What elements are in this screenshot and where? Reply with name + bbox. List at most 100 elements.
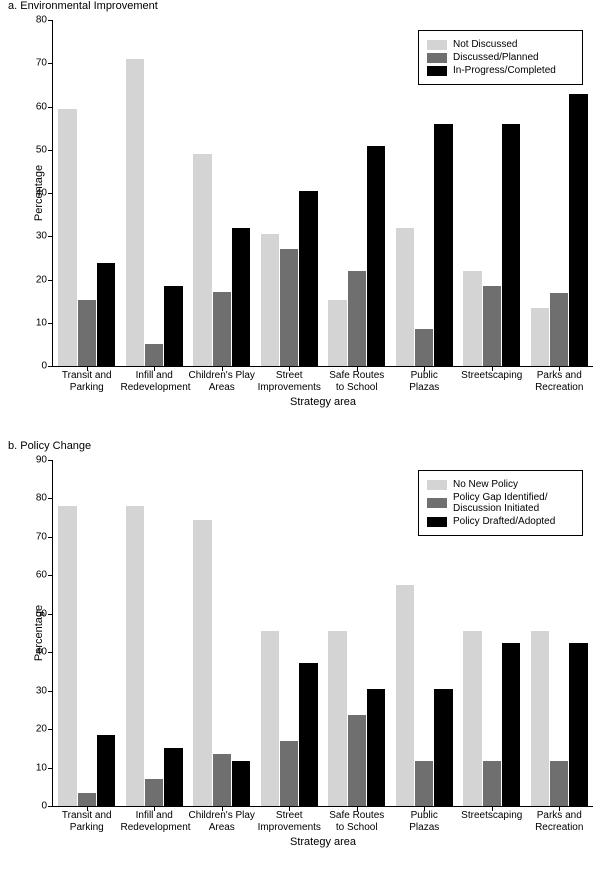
- legend: Not Discussed Discussed/Planned In-Progres…: [418, 30, 583, 85]
- bar: [58, 506, 76, 806]
- bar: [145, 779, 163, 806]
- ytick-label: 10: [36, 762, 53, 773]
- bar: [126, 506, 144, 806]
- bar: [78, 793, 96, 806]
- bar: [97, 735, 115, 807]
- plot-area-a: 01020304050607080PercentageStrategy area…: [52, 20, 593, 367]
- legend-item: In-Progress/Completed: [427, 65, 574, 76]
- bar: [328, 631, 346, 806]
- bar: [193, 154, 211, 366]
- bar-group: Transit andParking: [53, 460, 121, 806]
- bar-group: StreetImprovements: [256, 460, 324, 806]
- bar: [164, 286, 182, 366]
- bar: [261, 234, 279, 366]
- legend-label: Not Discussed: [453, 39, 517, 50]
- ytick-label: 10: [36, 317, 53, 328]
- bar: [502, 643, 520, 806]
- plot-area-b: 0102030405060708090PercentageStrategy ar…: [52, 460, 593, 807]
- bar: [232, 228, 250, 366]
- legend-item: Discussed/Planned: [427, 52, 574, 63]
- bar: [434, 124, 452, 366]
- legend-swatch: [427, 66, 447, 76]
- ytick-label: 60: [36, 570, 53, 581]
- ytick-label: 70: [36, 58, 53, 69]
- bar: [531, 631, 549, 806]
- ytick-label: 0: [41, 801, 53, 812]
- panel-title-b: b. Policy Change: [8, 440, 91, 452]
- bar: [569, 643, 587, 806]
- bar: [280, 249, 298, 366]
- bar: [78, 300, 96, 366]
- bar: [145, 344, 163, 366]
- bar: [232, 761, 250, 806]
- bar: [531, 308, 549, 366]
- bar: [328, 300, 346, 366]
- bar: [367, 146, 385, 366]
- xtick-label: Streetscaping: [458, 366, 526, 382]
- xtick-label: Safe Routesto School: [323, 366, 391, 393]
- bar: [58, 109, 76, 366]
- bar-group: Safe Routesto School: [323, 460, 391, 806]
- bar-group: Children's PlayAreas: [188, 20, 256, 366]
- bar: [434, 689, 452, 806]
- legend-item: Not Discussed: [427, 39, 574, 50]
- bar: [193, 520, 211, 806]
- legend-label: In-Progress/Completed: [453, 65, 556, 76]
- ytick-label: 70: [36, 531, 53, 542]
- bar: [463, 631, 481, 806]
- xtick-label: Parks andRecreation: [526, 366, 594, 393]
- xtick-label: Infill andRedevelopment: [121, 366, 189, 393]
- bar: [299, 191, 317, 366]
- legend-swatch: [427, 498, 447, 508]
- bar: [299, 663, 317, 806]
- xtick-label: StreetImprovements: [256, 366, 324, 393]
- ytick-label: 80: [36, 493, 53, 504]
- bar: [396, 228, 414, 366]
- bar-group: Transit andParking: [53, 20, 121, 366]
- legend-label: No New Policy: [453, 479, 518, 490]
- bar-group: Infill andRedevelopment: [121, 20, 189, 366]
- xtick-label: Transit andParking: [53, 366, 121, 393]
- legend-item: Policy Gap Identified/Discussion Initiat…: [427, 492, 574, 514]
- bar: [396, 585, 414, 806]
- xtick-label: PublicPlazas: [391, 806, 459, 833]
- panel-b: b. Policy Change 0102030405060708090Perce…: [0, 440, 601, 878]
- bar: [483, 761, 501, 806]
- panel-title-a: a. Environmental Improvement: [8, 0, 158, 12]
- bar: [126, 59, 144, 366]
- bar: [213, 754, 231, 806]
- bar-group: Safe Routesto School: [323, 20, 391, 366]
- bar: [348, 271, 366, 366]
- bar: [463, 271, 481, 366]
- xtick-label: Children's PlayAreas: [188, 366, 256, 393]
- bar: [348, 715, 366, 806]
- bar: [502, 124, 520, 366]
- bar: [261, 631, 279, 806]
- legend-swatch: [427, 40, 447, 50]
- x-axis-label: Strategy area: [290, 396, 356, 408]
- bar-group: Children's PlayAreas: [188, 460, 256, 806]
- legend-swatch: [427, 517, 447, 527]
- bar: [550, 761, 568, 806]
- x-axis-label: Strategy area: [290, 836, 356, 848]
- ytick-label: 0: [41, 361, 53, 372]
- bar: [550, 293, 568, 366]
- bar-group: Infill andRedevelopment: [121, 460, 189, 806]
- legend: No New Policy Policy Gap Identified/Discu…: [418, 470, 583, 536]
- ytick-label: 30: [36, 685, 53, 696]
- xtick-label: Transit andParking: [53, 806, 121, 833]
- bar: [415, 761, 433, 806]
- y-axis-label: Percentage: [33, 165, 45, 221]
- xtick-label: Children's PlayAreas: [188, 806, 256, 833]
- ytick-label: 50: [36, 144, 53, 155]
- y-axis-label: Percentage: [33, 605, 45, 661]
- xtick-label: StreetImprovements: [256, 806, 324, 833]
- bar: [97, 263, 115, 366]
- bar: [367, 689, 385, 806]
- legend-item: No New Policy: [427, 479, 574, 490]
- ytick-label: 20: [36, 724, 53, 735]
- xtick-label: Infill andRedevelopment: [121, 806, 189, 833]
- bar: [483, 286, 501, 366]
- bar: [213, 292, 231, 366]
- legend-label: Policy Gap Identified/Discussion Initiat…: [453, 492, 548, 514]
